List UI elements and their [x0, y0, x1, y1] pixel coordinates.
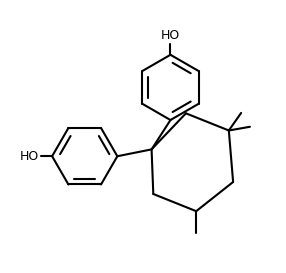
Text: HO: HO [20, 150, 39, 163]
Text: HO: HO [161, 29, 180, 42]
